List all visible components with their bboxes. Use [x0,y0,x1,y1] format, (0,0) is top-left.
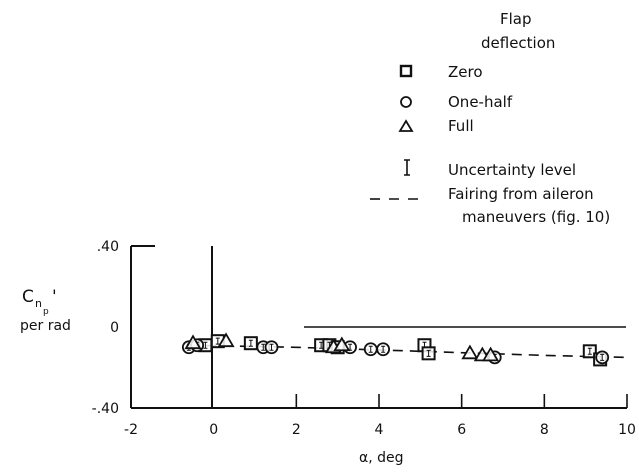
y-tick-label: -.40 [92,401,119,417]
axes [130,245,627,409]
x-tick-label: 2 [292,422,301,438]
legend: Flap deflection Zero One-half Full Uncer… [370,10,610,226]
y-axis-label-subsub: p [43,307,49,317]
point-triangle [217,332,235,348]
legend-label-one-half: One-half [448,93,513,111]
point-error-bar [381,345,386,353]
y-axis-label-main: C [22,287,34,307]
x-tick-label: -2 [124,422,138,438]
data-points [181,332,610,367]
point-triangle [184,334,202,350]
legend-title-line2: deflection [481,34,555,52]
x-tick-label: 6 [457,422,466,438]
point-triangle [333,336,351,352]
y-tick-label: 0 [110,320,119,336]
legend-square-marker [399,64,413,78]
legend-title-line1: Flap [500,10,532,28]
point-error-bar [269,343,274,351]
x-tick-label: 10 [618,422,636,438]
ticks: -2 0 2 4 6 8 10 -.40 0 .40 [92,239,636,438]
y-tick-label: .40 [97,239,119,255]
legend-circle-marker [400,96,412,108]
legend-label-fairing-line2: maneuvers (fig. 10) [462,208,610,226]
point-error-bar [587,347,592,355]
y-axis-label-sub: n [35,297,42,310]
x-tick-label: 8 [540,422,549,438]
point-error-bar [600,353,605,361]
point-triangle [461,344,479,360]
y-axis-label-prime: ' [52,287,57,307]
legend-label-uncertainty: Uncertainty level [448,161,576,179]
point-error-bar [368,345,373,353]
y-axis-label-units: per rad [20,318,71,334]
legend-triangle-marker [398,119,414,132]
point-error-bar [215,337,220,345]
legend-label-full: Full [448,117,474,135]
point-error-bar [261,343,266,351]
point-error-bar [248,339,253,347]
legend-errorbar-marker [404,159,410,176]
legend-label-zero: Zero [448,63,483,81]
point-error-bar [426,349,431,357]
x-tick-label: 4 [375,422,384,438]
x-axis-label: α, deg [359,450,404,466]
point-triangle [482,346,500,362]
legend-label-fairing-line1: Fairing from aileron [448,185,594,203]
x-tick-label: 0 [209,422,218,438]
point-error-bar [203,341,208,349]
